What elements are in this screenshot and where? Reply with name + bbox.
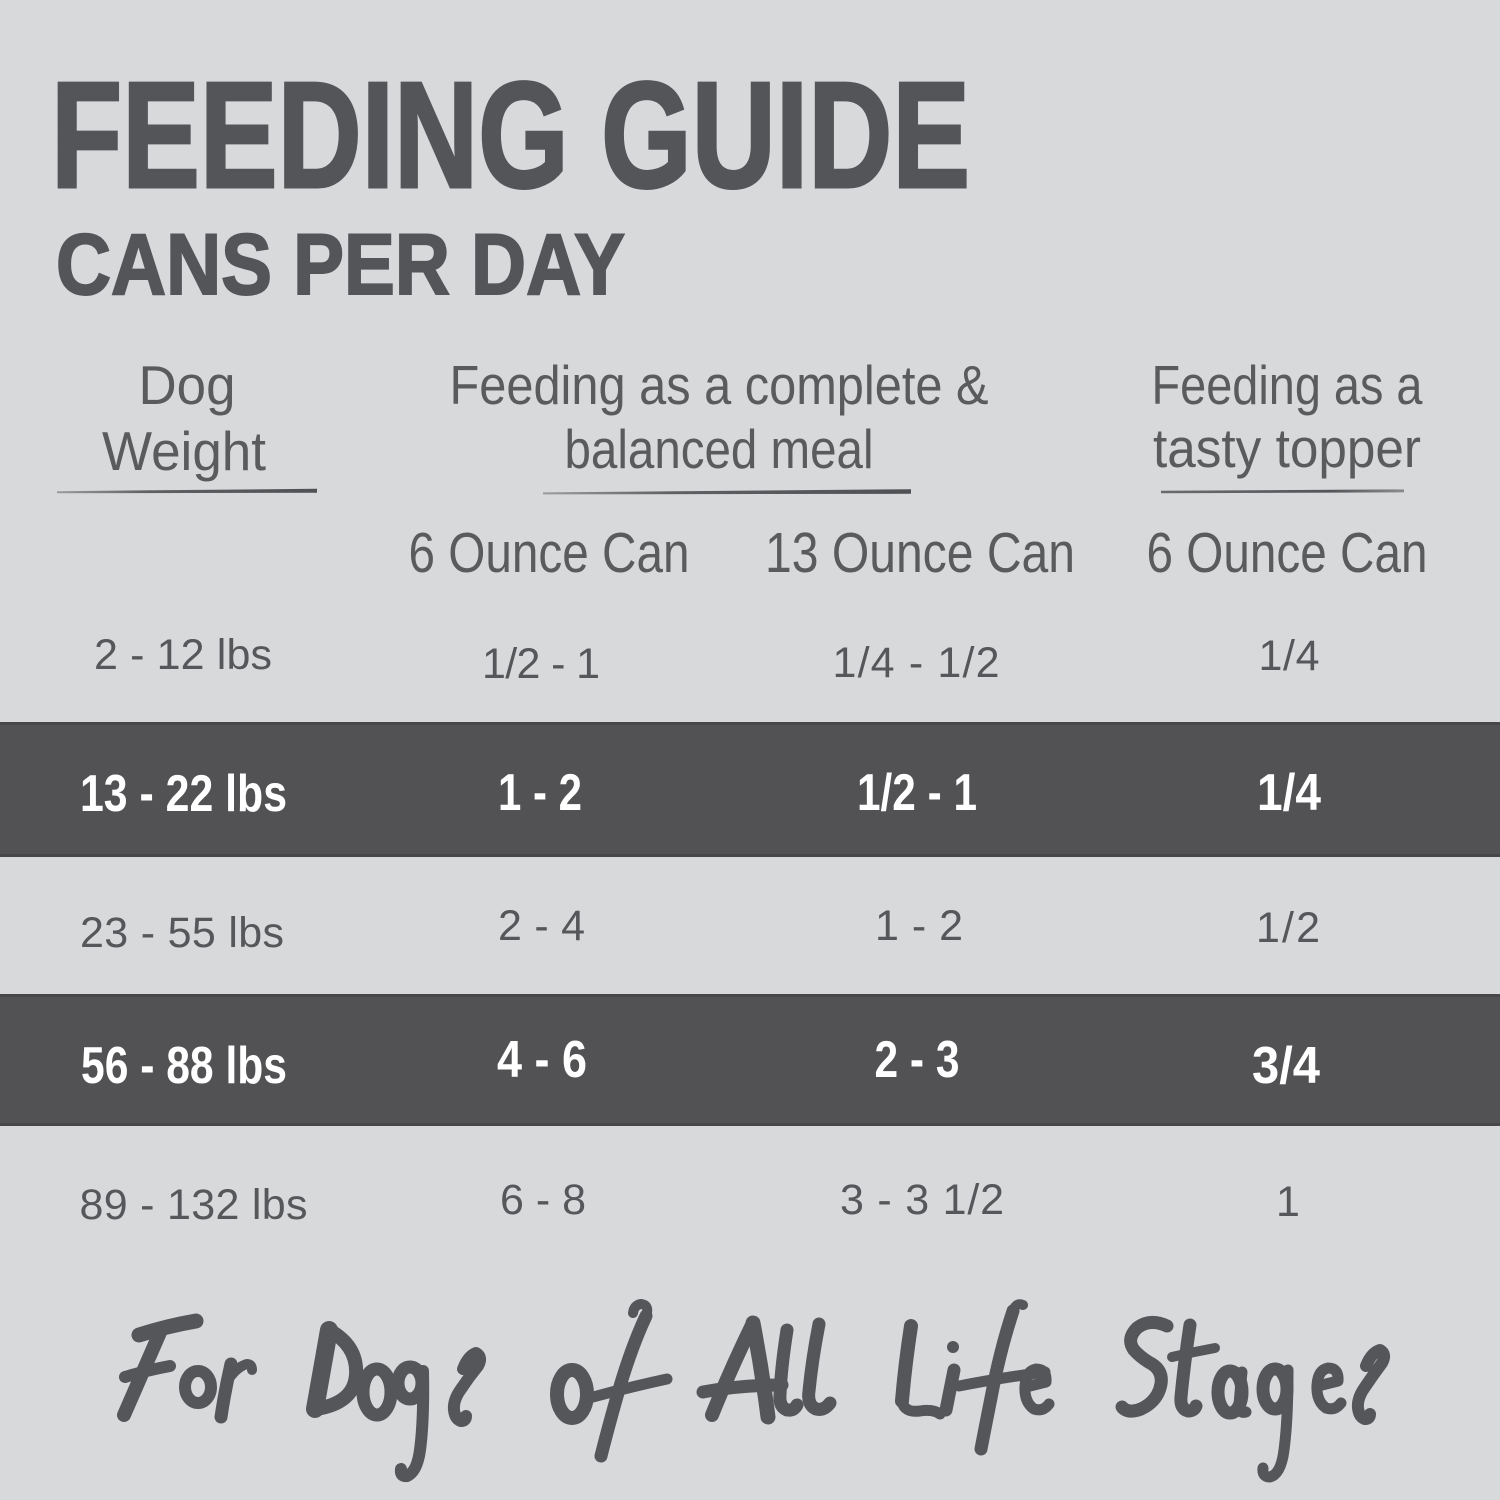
svg-text:6 - 8: 6 - 8 (500, 1176, 586, 1224)
svg-text:1 - 2: 1 - 2 (498, 764, 582, 822)
svg-text:89 - 132 lbs: 89 - 132 lbs (80, 1181, 308, 1229)
svg-text:Dog: Dog (139, 354, 236, 416)
svg-text:2 - 4: 2 - 4 (498, 902, 585, 950)
svg-text:1/2 - 1: 1/2 - 1 (857, 764, 977, 822)
svg-text:23 - 55 lbs: 23 - 55 lbs (80, 909, 284, 957)
svg-text:4 - 6: 4 - 6 (497, 1031, 587, 1089)
svg-text:2 - 3: 2 - 3 (875, 1031, 960, 1089)
svg-text:CANS PER DAY: CANS PER DAY (56, 217, 625, 313)
svg-text:1/4: 1/4 (1257, 764, 1321, 822)
svg-text:1/2 - 1: 1/2 - 1 (482, 640, 600, 688)
svg-text:2 - 12 lbs: 2 - 12 lbs (94, 631, 272, 679)
svg-text:balanced meal: balanced meal (565, 418, 874, 480)
svg-text:1/4: 1/4 (1259, 632, 1320, 680)
svg-text:3/4: 3/4 (1252, 1037, 1320, 1095)
svg-text:tasty topper: tasty topper (1153, 417, 1421, 479)
svg-text:Feeding as a complete &: Feeding as a complete & (450, 354, 989, 416)
svg-text:1/2: 1/2 (1256, 904, 1320, 952)
svg-text:1 - 2: 1 - 2 (875, 902, 963, 950)
svg-text:Feeding as a: Feeding as a (1152, 354, 1423, 416)
svg-text:Weight: Weight (102, 420, 266, 482)
svg-text:6 Ounce Can: 6 Ounce Can (409, 521, 690, 585)
svg-text:FEEDING GUIDE: FEEDING GUIDE (51, 50, 970, 219)
svg-text:6 Ounce Can: 6 Ounce Can (1147, 521, 1428, 585)
svg-text:1/4 - 1/2: 1/4 - 1/2 (833, 639, 1000, 687)
svg-text:56 - 88 lbs: 56 - 88 lbs (81, 1037, 287, 1095)
svg-text:3 - 3 1/2: 3 - 3 1/2 (840, 1176, 1004, 1224)
svg-text:13 - 22 lbs: 13 - 22 lbs (80, 765, 287, 823)
svg-text:1: 1 (1276, 1178, 1300, 1226)
svg-text:13 Ounce Can: 13 Ounce Can (765, 521, 1075, 585)
